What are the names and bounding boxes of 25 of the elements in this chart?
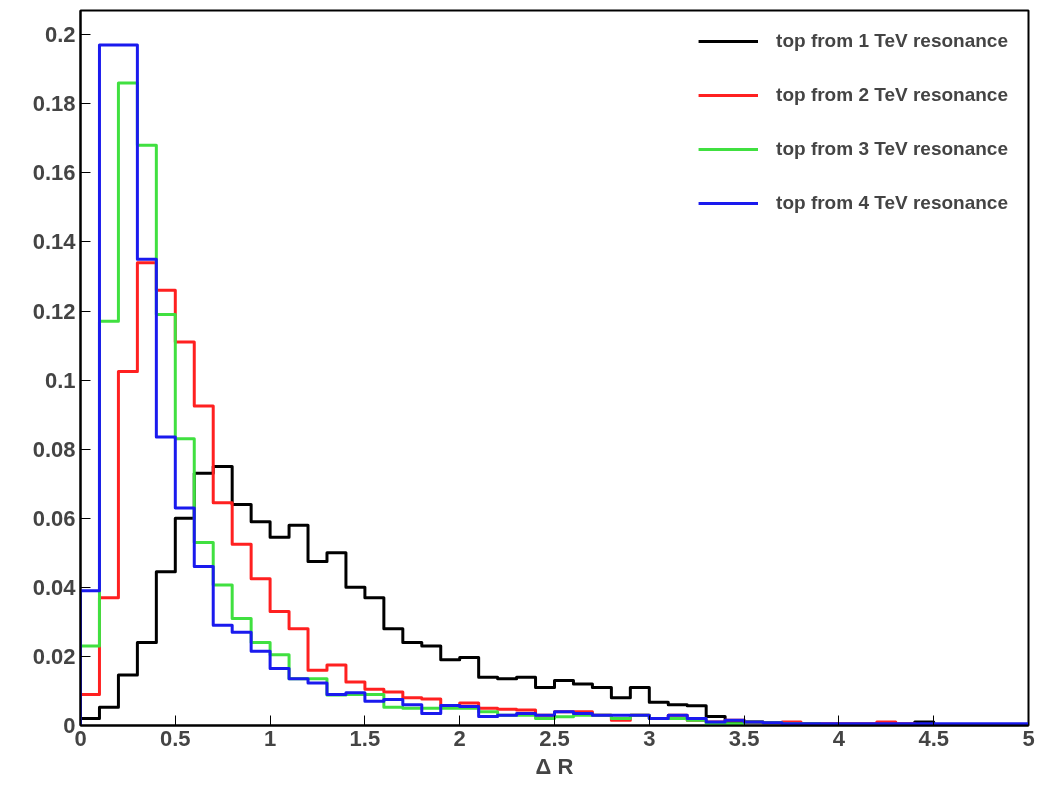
x-tick-label: 4 — [832, 725, 846, 751]
legend-label: top from 2 TeV resonance — [776, 84, 1008, 106]
y-tick-label: 0.04 — [32, 574, 77, 600]
x-axis-title: Δ R — [535, 753, 574, 779]
legend-label: top from 1 TeV resonance — [776, 30, 1008, 52]
y-tick-label: 0.1 — [44, 367, 76, 393]
x-tick-label: 2 — [453, 725, 466, 751]
y-tick-label: 0.12 — [32, 298, 76, 324]
x-tick-label: 2.5 — [539, 725, 570, 751]
x-tick-label: 3 — [643, 725, 656, 751]
legend-label: top from 4 TeV resonance — [776, 192, 1008, 214]
y-tick-label: 0.18 — [32, 91, 76, 117]
y-tick-label: 0.06 — [32, 505, 76, 531]
x-tick-label: 1 — [263, 725, 277, 751]
x-tick-label: 4.5 — [918, 725, 949, 751]
x-tick-label: 5 — [1022, 725, 1035, 751]
x-tick-label: 3.5 — [728, 725, 760, 751]
y-tick-label: 0.02 — [32, 643, 76, 669]
y-tick-label: 0.08 — [32, 436, 76, 462]
y-tick-label: 0.16 — [32, 160, 76, 186]
legend-label: top from 3 TeV resonance — [776, 138, 1008, 160]
x-tick-label: 0.5 — [160, 725, 191, 751]
y-tick-label: 0.14 — [32, 229, 77, 255]
y-tick-label: 0.2 — [44, 22, 76, 48]
x-tick-label: 1.5 — [349, 725, 381, 751]
